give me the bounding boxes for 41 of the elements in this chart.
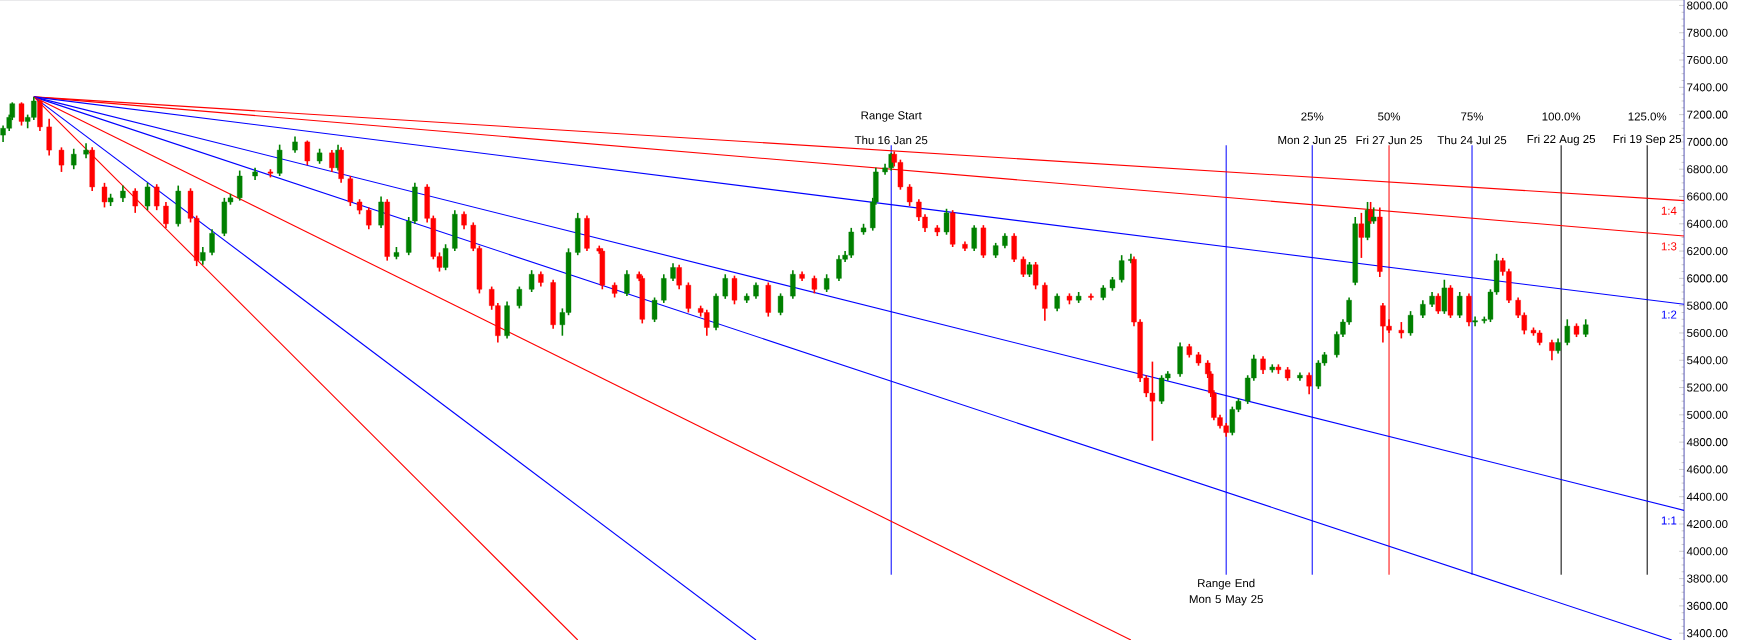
y-tick-label: 8000.00 bbox=[1687, 1, 1728, 10]
y-tick-label: 5600.00 bbox=[1687, 328, 1728, 338]
y-tick-label: 5200.00 bbox=[1687, 383, 1728, 392]
y-tick-label: 6200.00 bbox=[1687, 247, 1728, 256]
series-label: 1:1 bbox=[1661, 516, 1677, 525]
ref-line-label: Range Start bbox=[861, 111, 922, 122]
y-tick-label: 3800.00 bbox=[1687, 574, 1728, 583]
x-tick-label: Thu 16 Jan 25 bbox=[854, 135, 928, 145]
y-tick-label: 4600.00 bbox=[1686, 465, 1728, 474]
y-tick-label: 4800.00 bbox=[1686, 438, 1728, 447]
y-tick-label: 6400.00 bbox=[1687, 219, 1728, 228]
y-tick-label: 3400.00 bbox=[1687, 629, 1728, 638]
ref-line-label: 75% bbox=[1461, 112, 1484, 121]
y-tick-label: 4400.00 bbox=[1686, 492, 1728, 501]
y-tick-label: 7400.00 bbox=[1687, 83, 1728, 92]
ref-line-label: 125.0% bbox=[1628, 112, 1667, 121]
y-tick-label: 6600.00 bbox=[1687, 192, 1728, 201]
y-tick-label: 7200.00 bbox=[1687, 110, 1728, 119]
x-tick-label: Thu 24 Jul 25 bbox=[1437, 135, 1507, 145]
x-tick-label: Fri 19 Sep 25 bbox=[1613, 134, 1682, 146]
y-tick-label: 4200.00 bbox=[1686, 519, 1728, 529]
x-tick-label: Fri 27 Jun 25 bbox=[1356, 135, 1422, 145]
y-tick-label: 6000.00 bbox=[1687, 274, 1728, 283]
y-tick-label: 7800.00 bbox=[1687, 28, 1728, 37]
y-tick-label: 7600.00 bbox=[1687, 55, 1728, 65]
y-tick-label: 4000.00 bbox=[1686, 547, 1728, 556]
x-tick-label: Fri 22 Aug 25 bbox=[1527, 134, 1596, 146]
series-label: 1:2 bbox=[1661, 310, 1677, 319]
ref-line-label: Range End Mon 5 May 25 bbox=[1189, 578, 1263, 606]
y-tick-label: 5000.00 bbox=[1687, 410, 1728, 419]
y-tick-label: 3600.00 bbox=[1687, 601, 1728, 610]
x-tick-label: Mon 2 Jun 25 bbox=[1278, 135, 1347, 145]
y-tick-label: 7000.00 bbox=[1687, 137, 1728, 146]
y-tick-label: 6800.00 bbox=[1687, 165, 1728, 174]
series-label: 1:3 bbox=[1661, 242, 1677, 251]
ref-line-label: 25% bbox=[1301, 112, 1324, 121]
series-label: 1:4 bbox=[1661, 206, 1677, 215]
y-tick-label: 5800.00 bbox=[1687, 301, 1728, 310]
y-tick-label: 5400.00 bbox=[1687, 356, 1728, 365]
ref-line-label: 50% bbox=[1378, 112, 1401, 121]
ref-line-label: 100.0% bbox=[1542, 112, 1581, 121]
